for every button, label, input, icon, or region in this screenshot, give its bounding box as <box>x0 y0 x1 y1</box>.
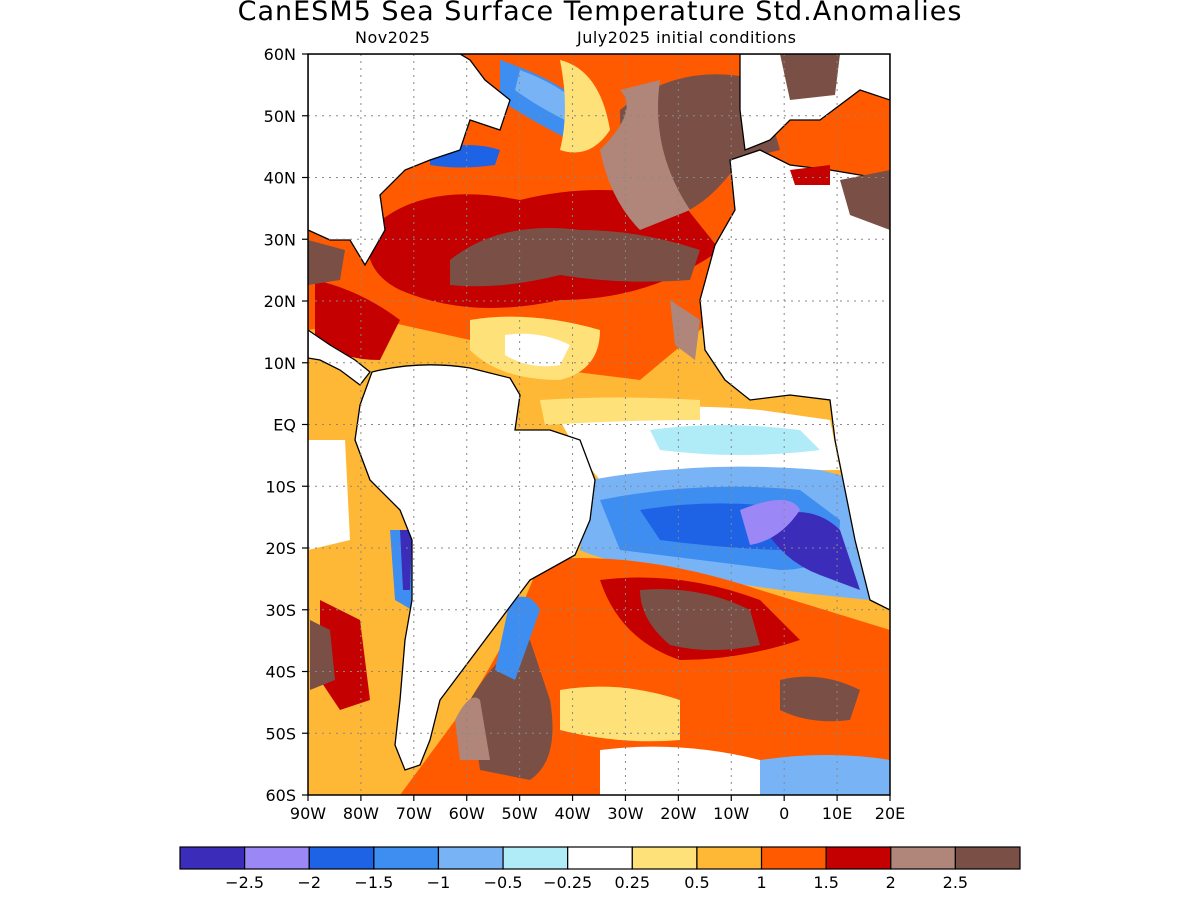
lon-label: 10W <box>713 804 749 823</box>
patagonia-cool-strip <box>495 596 540 680</box>
colorbar-label: 2 <box>886 873 896 892</box>
lon-label: 50W <box>502 804 538 823</box>
colorbar-labels: −2.5 −2 −1.5 −1 −0.5 −0.25 0.25 0.5 1 1.5 2 2.5 <box>225 873 968 892</box>
iberia-extreme-warm <box>840 170 890 230</box>
lat-label: 50N <box>264 107 296 126</box>
colorbar-swatch <box>825 846 892 870</box>
colorbar-label: −2 <box>297 873 321 892</box>
lon-label: 60W <box>449 804 485 823</box>
south-atlantic-extreme-warm <box>640 589 760 650</box>
tropical-north-atlantic-neutral <box>505 333 570 367</box>
europe-land <box>739 54 890 151</box>
colorbar-swatch <box>179 846 246 870</box>
benguela-cold-edge <box>740 500 800 545</box>
colorbar-label: 2.5 <box>943 873 968 892</box>
lat-label: 40N <box>264 169 296 188</box>
lon-label: 0 <box>779 804 789 823</box>
longitude-labels: 90W 80W 70W 60W 50W 40W 30W 20W 10W 0 10E 20E <box>290 795 905 823</box>
south-america-land <box>354 364 596 771</box>
colorbar <box>179 846 1021 870</box>
map-plot-area <box>308 54 890 795</box>
colorbar-label: 1 <box>756 873 766 892</box>
lon-label: 70W <box>396 804 432 823</box>
southern-ocean-cool-patch <box>760 755 890 795</box>
colorbar-label: −1 <box>427 873 451 892</box>
lon-label: 90W <box>290 804 326 823</box>
mediterranean-warm <box>790 165 830 185</box>
east-pacific-neutral <box>308 440 350 550</box>
caribbean-warm <box>315 280 400 360</box>
forecast-month: Nov2025 <box>355 28 431 47</box>
lat-label: 40S <box>265 663 296 682</box>
southern-ocean-warm-patch <box>780 676 860 722</box>
lon-label: 20W <box>660 804 696 823</box>
equatorial-mild-warm <box>540 397 700 425</box>
southern-ocean-neutral-patch <box>600 746 770 795</box>
colorbar-label: 1.5 <box>813 873 838 892</box>
colorbar-label: −0.25 <box>543 873 592 892</box>
lon-label: 30W <box>607 804 643 823</box>
equatorial-cool-band <box>650 425 820 455</box>
lon-label: 40W <box>554 804 590 823</box>
lon-label: 10E <box>822 804 852 823</box>
lat-label: 30N <box>264 230 296 249</box>
colorbar-label: 0.25 <box>614 873 650 892</box>
map-title: CanESM5 Sea Surface Temperature Std.Anom… <box>237 0 963 27</box>
colorbar-label: 0.5 <box>684 873 709 892</box>
lat-label: 60N <box>264 45 296 64</box>
colorbar-swatch <box>373 846 440 870</box>
lat-label: 20S <box>265 539 296 558</box>
gulf-stream-cool-inner <box>515 70 580 120</box>
colorbar-swatch <box>631 846 698 870</box>
lat-label: 30S <box>265 601 296 620</box>
southern-ocean-mixed-patch <box>560 686 680 742</box>
lon-label: 80W <box>343 804 379 823</box>
argentine-shelf-extreme-warm <box>470 640 553 780</box>
colorbar-swatch <box>890 846 956 870</box>
east-pacific-extreme-warm <box>310 620 335 690</box>
colorbar-swatch <box>760 846 827 870</box>
central-america-land <box>308 329 371 386</box>
colorbar-label: −0.5 <box>484 873 523 892</box>
colorbar-swatch <box>567 846 633 870</box>
peru-coast-extreme-cold <box>400 530 412 590</box>
colorbar-label: −1.5 <box>354 873 393 892</box>
argentine-shelf-warm-edge <box>455 697 490 760</box>
caribbean-extreme-warm <box>308 240 345 285</box>
northeast-atlantic-warm-edge <box>600 80 690 230</box>
benguela-extreme-cold <box>760 512 860 590</box>
colorbar-swatch <box>244 846 310 870</box>
north-america-land <box>308 54 511 267</box>
lat-label: EQ <box>273 416 296 435</box>
initial-conditions: July2025 initial conditions <box>577 28 797 47</box>
british-isles-warm <box>780 54 840 100</box>
west-africa-warm-edge <box>670 300 700 360</box>
colorbar-swatch <box>502 846 569 870</box>
north-atlantic-extreme-warm <box>450 228 700 287</box>
colorbar-swatch <box>696 846 763 870</box>
lon-label: 20E <box>875 804 905 823</box>
lat-label: 50S <box>265 724 296 743</box>
colorbar-swatch <box>954 846 1021 870</box>
lat-label: 10N <box>264 354 296 373</box>
latitude-labels: 60N 50N 40N 30N 20N 10N EQ 10S 20S 30S 40S 50S 60S <box>264 45 308 805</box>
colorbar-swatch <box>308 846 375 870</box>
east-pacific-strong-warm <box>320 600 370 710</box>
colorbar-label: −2.5 <box>225 873 264 892</box>
lat-label: 60S <box>265 786 296 805</box>
graticule <box>308 54 890 795</box>
lat-label: 10S <box>265 477 296 496</box>
lat-label: 20N <box>264 292 296 311</box>
colorbar-swatch <box>437 846 504 870</box>
